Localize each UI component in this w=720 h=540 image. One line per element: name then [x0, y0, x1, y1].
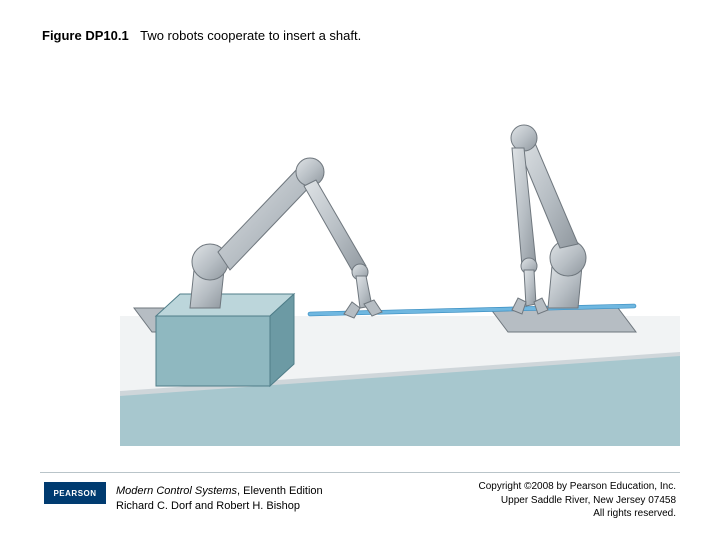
- footer: PEARSON Modern Control Systems, Eleventh…: [0, 472, 720, 540]
- figure-caption: Figure DP10.1 Two robots cooperate to in…: [42, 28, 361, 43]
- figure-number: Figure DP10.1: [42, 28, 129, 43]
- footer-divider: [40, 472, 680, 473]
- slide: Figure DP10.1 Two robots cooperate to in…: [0, 0, 720, 540]
- publisher-badge: PEARSON: [44, 482, 106, 504]
- figure-svg: [120, 56, 680, 446]
- copyright-line-3: All rights reserved.: [593, 508, 676, 519]
- figure-caption-text: Two robots cooperate to insert a shaft.: [140, 28, 361, 43]
- book-edition: , Eleventh Edition: [237, 485, 323, 497]
- copyright-block: Copyright ©2008 by Pearson Education, In…: [479, 480, 677, 521]
- book-authors: Richard C. Dorf and Robert H. Bishop: [116, 500, 300, 512]
- figure-diagram: [120, 56, 680, 446]
- copyright-line-1: Copyright ©2008 by Pearson Education, In…: [479, 481, 677, 492]
- book-info: Modern Control Systems, Eleventh Edition…: [116, 484, 323, 514]
- copyright-line-2: Upper Saddle River, New Jersey 07458: [501, 495, 676, 506]
- book-title: Modern Control Systems: [116, 485, 237, 497]
